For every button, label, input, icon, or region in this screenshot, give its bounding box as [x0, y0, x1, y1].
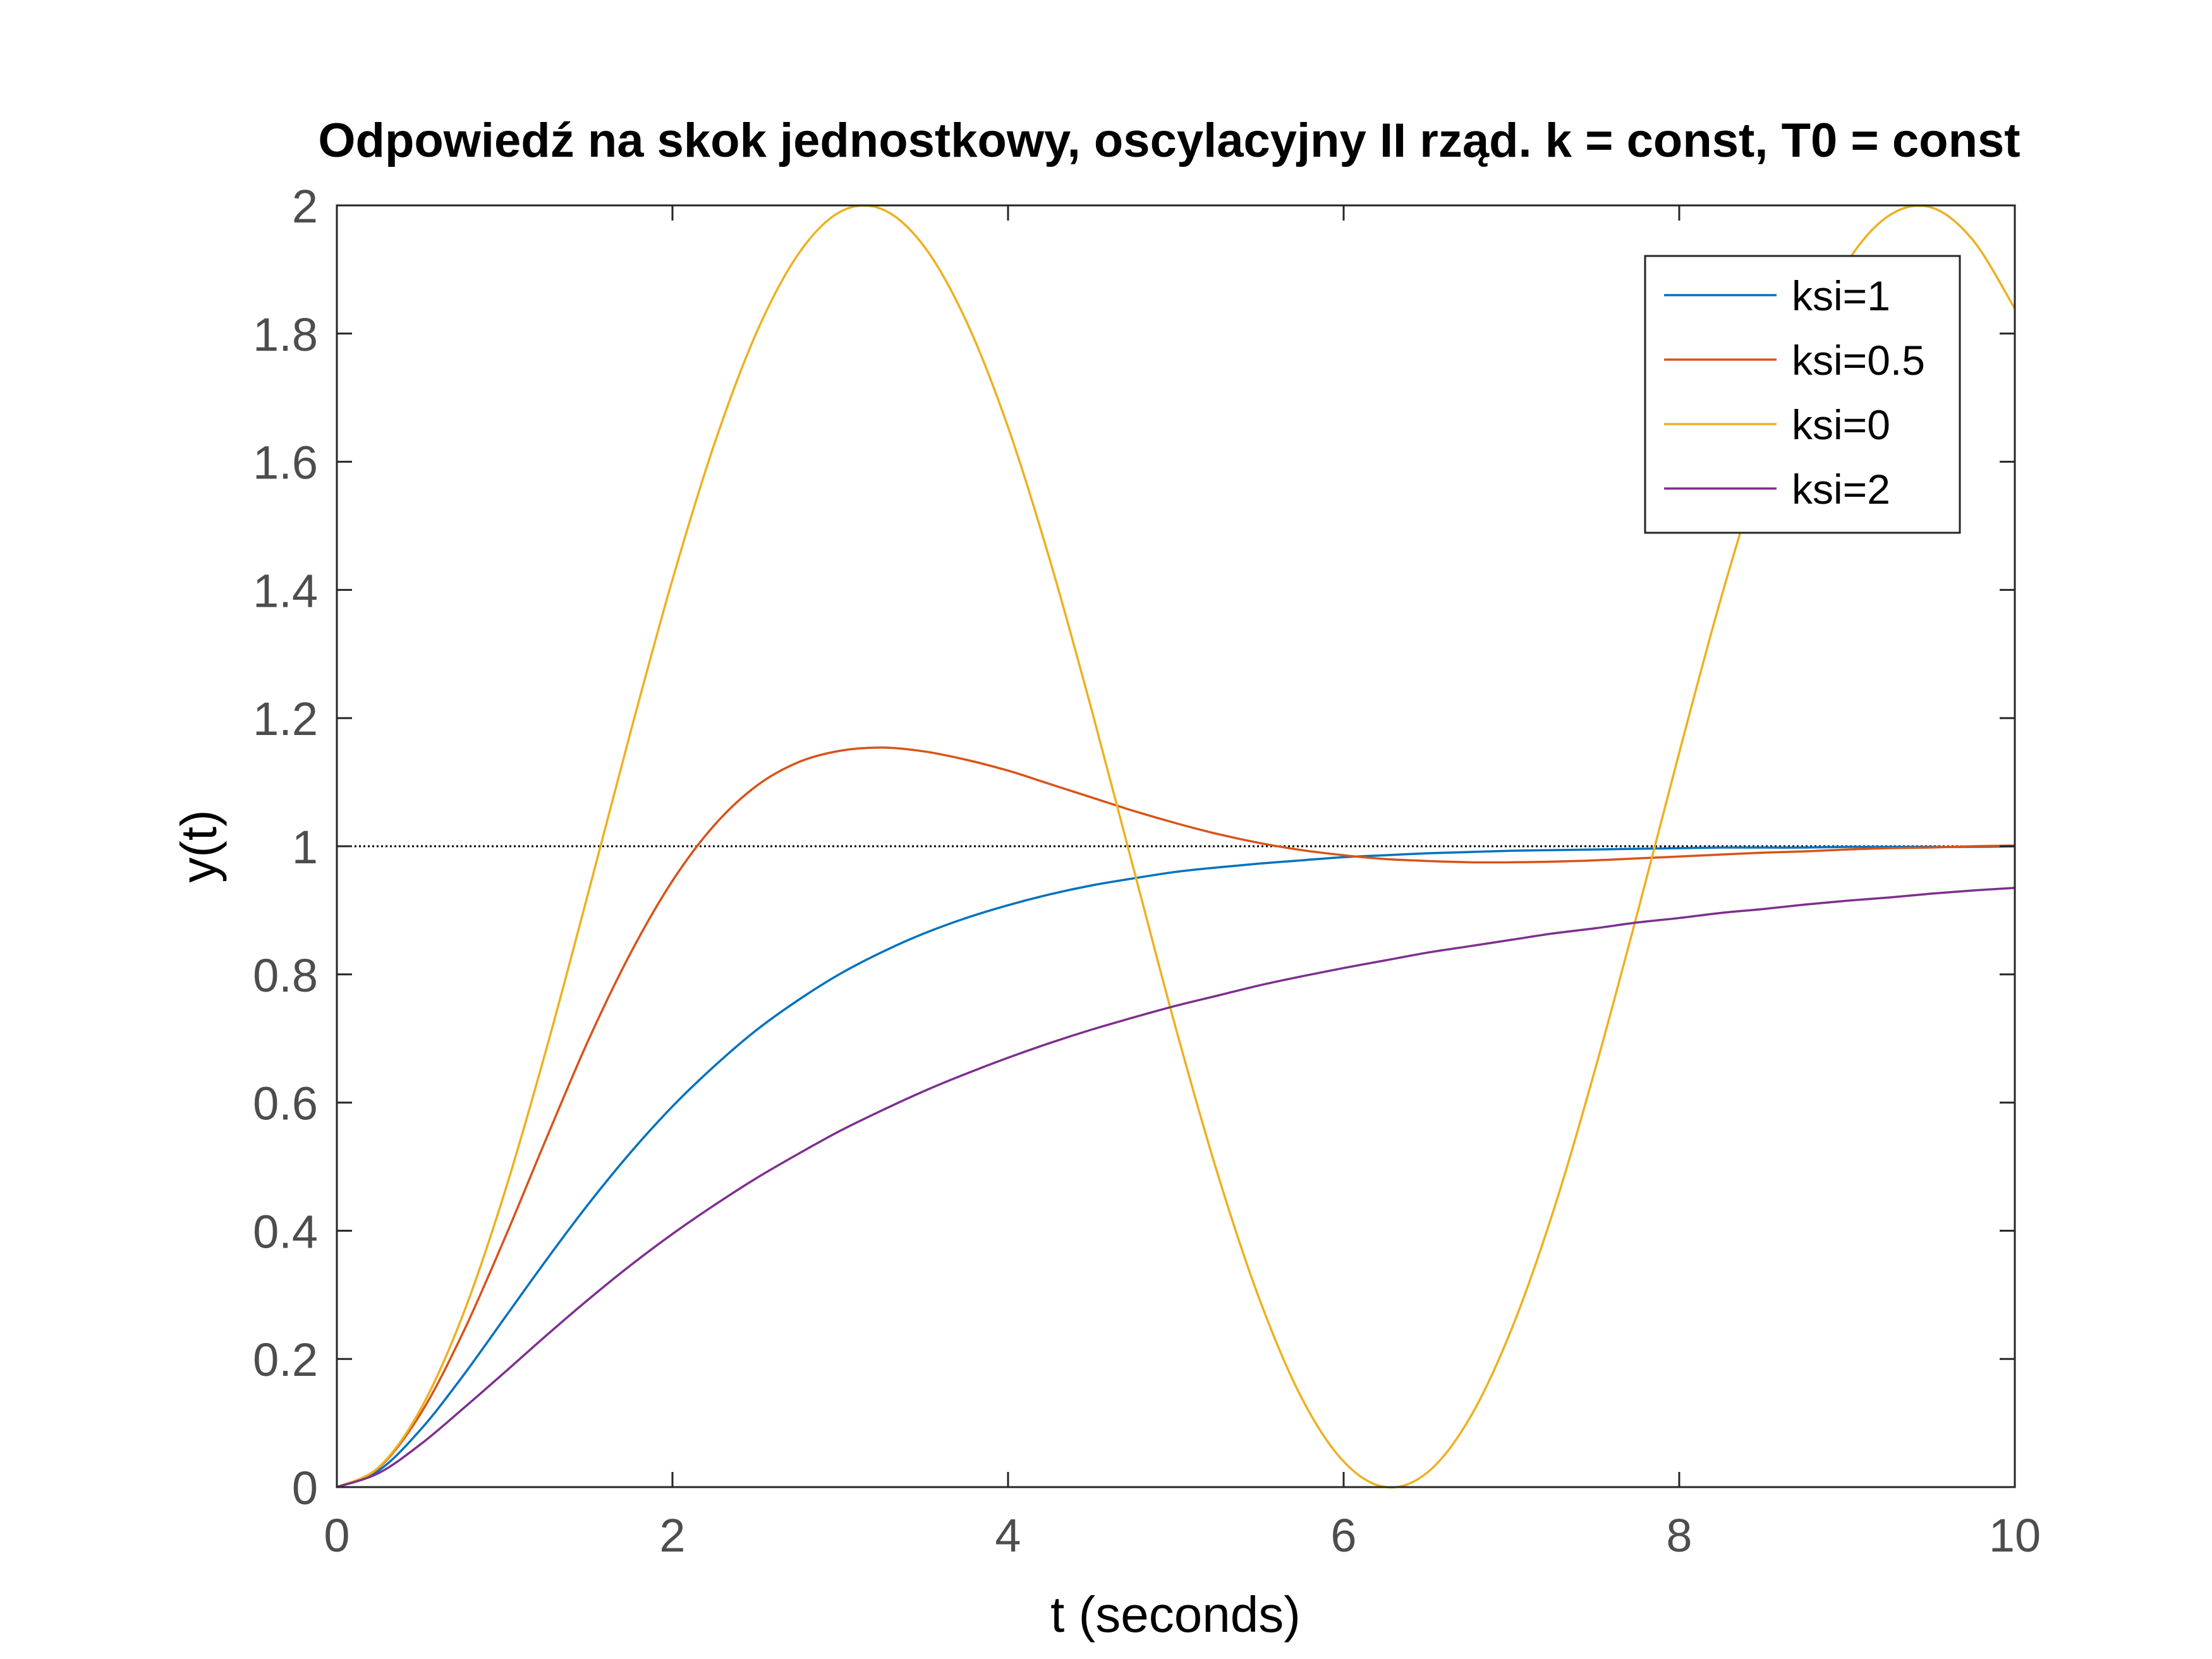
x-tick-label: 10 — [1989, 1509, 2041, 1562]
y-axis-label: y(t) — [171, 810, 227, 883]
y-tick-label: 1.2 — [253, 693, 318, 745]
y-tick-label: 0.4 — [253, 1205, 318, 1258]
y-tick-label: 2 — [292, 180, 318, 233]
series-line-1 — [336, 845, 2015, 1488]
legend-label: ksi=0 — [1792, 401, 1890, 448]
legend-label: ksi=1 — [1792, 272, 1890, 319]
legend: ksi=1 ksi=0.5 ksi=0 ksi=2 — [1644, 255, 1961, 534]
y-tick-label: 1.6 — [253, 437, 318, 489]
y-tick-label: 1.4 — [253, 564, 318, 617]
y-tick-label: 0.6 — [253, 1078, 318, 1130]
y-tick-label: 1 — [292, 821, 318, 873]
series-line-3 — [336, 204, 2016, 1489]
y-tick-label: 0 — [292, 1462, 318, 1514]
plot-frame — [336, 204, 2016, 1488]
x-tick-label: 6 — [1330, 1509, 1356, 1562]
x-tick-label: 8 — [1666, 1509, 1692, 1562]
x-tick-label: 2 — [659, 1509, 685, 1562]
y-tick-label: 0.2 — [253, 1334, 318, 1386]
series-line-4 — [336, 887, 2015, 1488]
x-tick-label: 0 — [324, 1509, 349, 1562]
x-tick-label: 4 — [995, 1509, 1021, 1562]
legend-label: ksi=2 — [1792, 466, 1890, 513]
legend-box — [1644, 255, 1961, 534]
y-tick-label: 0.8 — [253, 949, 318, 1002]
chart-title: Odpowiedź na skok jednostkowy, oscylacyj… — [318, 114, 2020, 167]
series-line-2 — [336, 746, 2015, 1488]
x-axis-label: t (seconds) — [1050, 1586, 1301, 1643]
legend-label: ksi=0.5 — [1792, 337, 1925, 384]
y-tick-label: 1.8 — [253, 308, 318, 361]
